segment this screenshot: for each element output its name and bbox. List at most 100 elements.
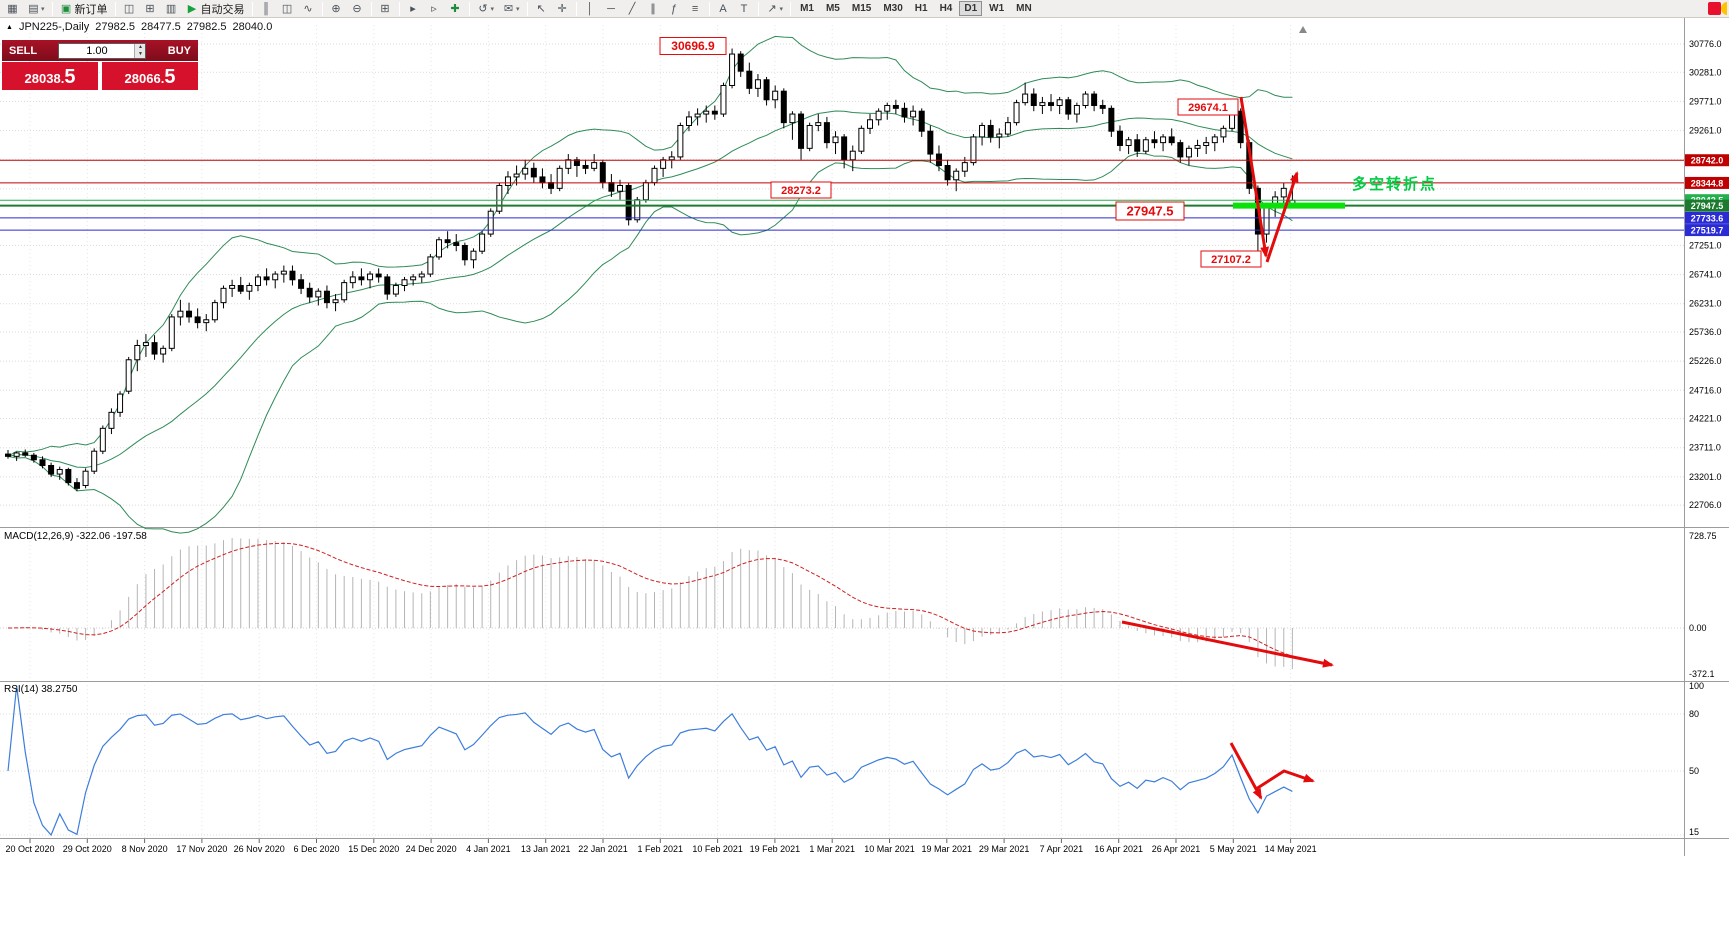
candle-body [358, 276, 365, 281]
new-chart-button[interactable]: ▦ [3, 1, 22, 17]
text-label-button[interactable]: T [735, 1, 754, 17]
channel-button[interactable]: ∥ [644, 1, 663, 17]
timeframe-m1-button[interactable]: M1 [800, 3, 814, 14]
arrows-tool-button[interactable]: ↗ ▾ [763, 1, 787, 17]
price-axis-label: 26231.0 [1689, 299, 1722, 309]
toolbar-separator [468, 1, 470, 16]
timeframe-m15-button[interactable]: M15 [851, 3, 872, 14]
horizontal-line-icon: ─ [607, 2, 615, 15]
crosshair-button[interactable]: ✛ [553, 1, 572, 17]
chart-shift-icon: ▹ [431, 2, 437, 15]
trendline-button[interactable]: ╱ [623, 1, 642, 17]
timeframe-h1-button[interactable]: H1 [914, 3, 928, 14]
volume-spinner[interactable]: ▲ ▼ [134, 43, 146, 58]
candle-body [892, 104, 899, 109]
fibonacci-button[interactable]: ƒ [665, 1, 684, 17]
navigator-icon: ▥ [165, 2, 177, 15]
volume-input[interactable]: 1.00 ▲ ▼ [58, 42, 147, 59]
spinner-up-icon[interactable]: ▲ [135, 43, 146, 51]
add-indicator-icon: ✚ [450, 2, 460, 15]
navigator-button[interactable]: ▥ [162, 1, 181, 17]
candle-body [323, 290, 330, 304]
candle-body [177, 310, 184, 318]
templates-icon: ✉ [503, 2, 514, 15]
new-order-button[interactable]: ▣ 新订单 [57, 1, 111, 17]
chart-shift-marker[interactable] [1299, 26, 1307, 33]
drawn-arrow[interactable] [1265, 171, 1299, 263]
price-callout-box[interactable] [1177, 98, 1239, 116]
price-axis-label: 27251.0 [1689, 240, 1722, 250]
candle-body [582, 164, 589, 169]
sell-price-button[interactable]: 28038. 5 [2, 62, 98, 90]
candle-body [884, 104, 891, 112]
candle-body [229, 284, 236, 289]
data-window-button[interactable]: ⊞ [141, 1, 160, 17]
candle-body [56, 468, 63, 475]
candle-body [1160, 136, 1167, 144]
candle-body [961, 162, 968, 172]
zoom-in-button[interactable]: ⊕ [327, 1, 346, 17]
candle-body [65, 468, 72, 484]
timeframe-w1-button[interactable]: W1 [989, 3, 1005, 14]
auto-scroll-button[interactable]: ▸ [404, 1, 423, 17]
cn-annotation-text[interactable]: 多空转折点 [1352, 175, 1437, 193]
candle-body [22, 452, 29, 456]
candle-body [565, 159, 572, 169]
candle-body [513, 173, 520, 178]
toolbar-separator [398, 1, 400, 16]
drawn-arrow[interactable] [1239, 96, 1270, 258]
price-callout-box[interactable] [1115, 201, 1185, 221]
candle-body [642, 182, 649, 201]
chart-symbol-label: JPN225-,Daily [18, 21, 90, 33]
news-alert-icon[interactable] [1708, 2, 1721, 15]
price-axis-label: 25226.0 [1689, 356, 1722, 366]
add-indicator-button[interactable]: ✚ [446, 1, 465, 17]
tile-windows-button[interactable]: ⊞ [376, 1, 395, 17]
line-chart-button[interactable]: ∿ [299, 1, 318, 17]
candle-body [953, 170, 960, 181]
candle-body [901, 107, 908, 118]
shapes-button[interactable]: ≡ [686, 1, 705, 17]
sell-button[interactable]: SELL [9, 44, 38, 57]
templates-button[interactable]: ✉ ▾ [499, 1, 523, 17]
candle-body [487, 210, 494, 235]
candle-body [410, 276, 417, 281]
horizontal-line-button[interactable]: ─ [602, 1, 621, 17]
candle-body [108, 411, 115, 429]
date-axis-label: 6 Dec 2020 [293, 844, 339, 854]
timeframe-m30-button[interactable]: M30 [883, 3, 903, 14]
spinner-down-icon[interactable]: ▼ [135, 50, 146, 58]
crosshair-icon: ✛ [557, 2, 567, 15]
bars-chart-button[interactable]: ║ [257, 1, 276, 17]
buy-price-button[interactable]: 28066. 5 [102, 62, 198, 90]
candle-body [237, 284, 244, 292]
date-axis-label: 29 Oct 2020 [63, 844, 112, 854]
ohlc-open: 27982.5 [95, 21, 136, 33]
timeframe-m5-button[interactable]: M5 [825, 3, 840, 14]
periods-button[interactable]: ↺ ▾ [474, 1, 498, 17]
timeframe-mn-button[interactable]: MN [1016, 3, 1032, 14]
price-callout-box[interactable] [770, 181, 832, 199]
price-callout-box[interactable] [659, 37, 727, 55]
timeframe-d1-button[interactable]: D1 [959, 1, 983, 16]
price-callout-box[interactable] [1200, 250, 1262, 268]
zoom-out-button[interactable]: ⊖ [348, 1, 367, 17]
profiles-button[interactable]: ▤ ▾ [24, 1, 48, 17]
candlestick-chart-button[interactable]: ◫ [278, 1, 297, 17]
buy-button[interactable]: BUY [167, 44, 191, 57]
candle-body [729, 53, 736, 86]
market-watch-button[interactable]: ◫ [120, 1, 139, 17]
chart-shift-button[interactable]: ▹ [425, 1, 444, 17]
drawn-arrow[interactable] [1121, 620, 1334, 668]
timeframe-h4-button[interactable]: H4 [939, 3, 953, 14]
candle-body [392, 284, 399, 295]
drawn-arrow[interactable] [1255, 769, 1315, 791]
rsi-axis-label: 80 [1689, 709, 1699, 719]
cursor-button[interactable]: ↖ [532, 1, 551, 17]
candle-body [522, 167, 529, 175]
vertical-line-button[interactable]: │ [581, 1, 600, 17]
text-button[interactable]: A [714, 1, 733, 17]
notification-dot-icon[interactable] [1721, 2, 1727, 15]
autotrading-button[interactable]: ▶ 自动交易 [183, 1, 248, 17]
